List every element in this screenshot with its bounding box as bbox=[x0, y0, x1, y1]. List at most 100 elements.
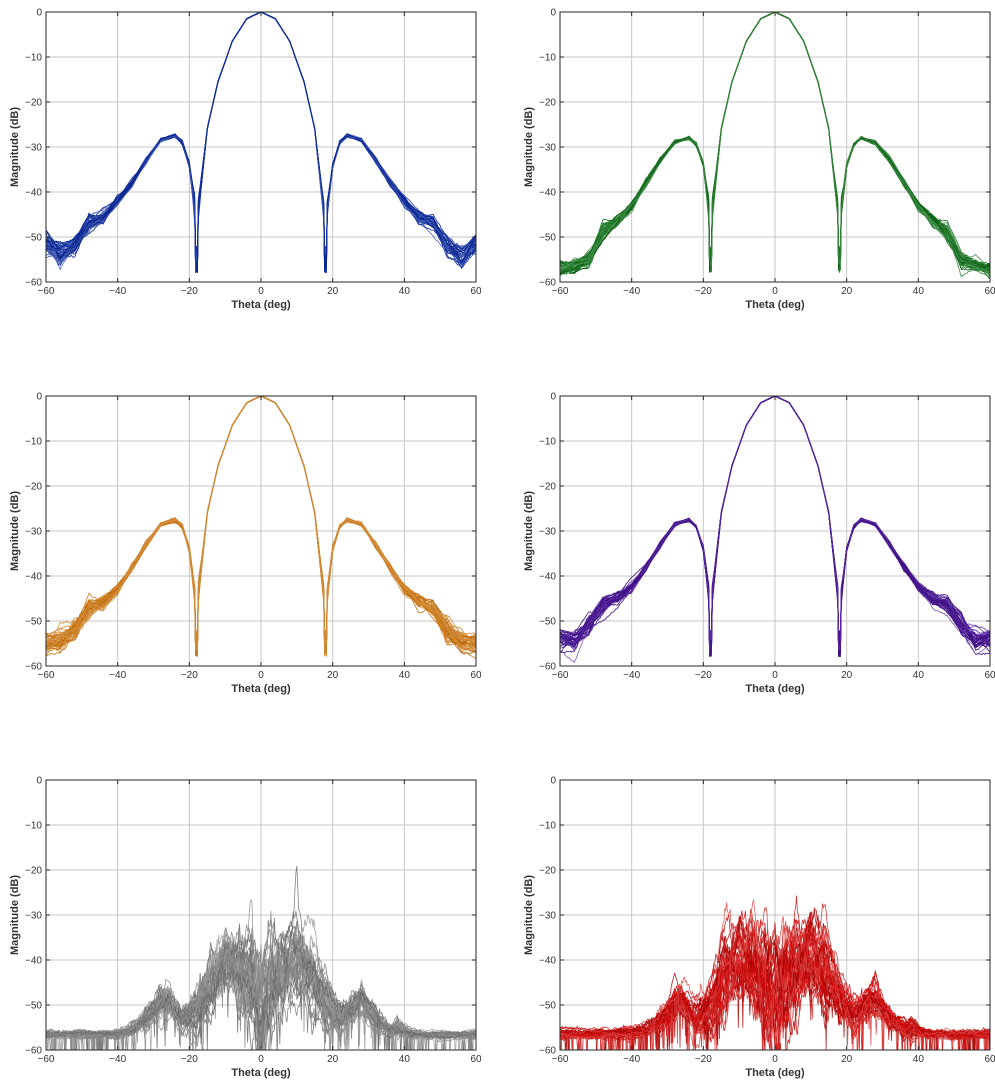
y-tick-label: −10 bbox=[539, 53, 556, 64]
x-tick-label: 40 bbox=[913, 670, 925, 681]
x-tick-label: −60 bbox=[552, 286, 569, 297]
x-tick-label: 0 bbox=[258, 286, 264, 297]
x-tick-label: −40 bbox=[623, 286, 640, 297]
y-tick-label: −10 bbox=[539, 437, 556, 448]
trace-group bbox=[560, 895, 990, 1050]
y-tick-label: −60 bbox=[25, 1046, 42, 1057]
y-tick-label: −50 bbox=[25, 617, 42, 628]
y-tick-label: −20 bbox=[25, 866, 42, 877]
trace-line bbox=[560, 12, 990, 278]
x-axis-label: Theta (deg) bbox=[745, 683, 805, 695]
y-tick-label: −20 bbox=[539, 482, 556, 493]
x-tick-label: −20 bbox=[695, 670, 712, 681]
y-tick-label: −20 bbox=[25, 98, 42, 109]
y-tick-label: −30 bbox=[539, 911, 556, 922]
x-tick-label: −40 bbox=[623, 1054, 640, 1065]
x-tick-label: 0 bbox=[772, 1054, 778, 1065]
y-tick-label: −40 bbox=[539, 956, 556, 967]
trace-line bbox=[560, 915, 990, 1050]
x-tick-label: −40 bbox=[109, 286, 126, 297]
x-tick-label: 60 bbox=[984, 286, 995, 297]
x-tick-label: 40 bbox=[913, 286, 925, 297]
y-axis-label: Magnitude (dB) bbox=[523, 875, 535, 955]
y-tick-label: −20 bbox=[539, 98, 556, 109]
trace-group bbox=[46, 866, 476, 1050]
y-tick-label: −40 bbox=[25, 188, 42, 199]
y-tick-label: −20 bbox=[25, 482, 42, 493]
y-axis-label: Magnitude (dB) bbox=[523, 491, 535, 571]
y-tick-label: −40 bbox=[539, 188, 556, 199]
y-tick-label: 0 bbox=[36, 392, 42, 403]
x-tick-label: −20 bbox=[181, 286, 198, 297]
y-tick-label: −60 bbox=[539, 278, 556, 289]
chart-panel-6: −60 −40 −20 0 20 40 60 0 −10 −20 −30 −40 −50 −60 Theta… bbox=[523, 776, 995, 1080]
x-tick-label: 20 bbox=[841, 1054, 853, 1065]
y-tick-label: −60 bbox=[25, 662, 42, 673]
y-tick-label: −30 bbox=[539, 143, 556, 154]
y-tick-label: −30 bbox=[25, 911, 42, 922]
y-tick-label: 0 bbox=[550, 8, 556, 19]
y-tick-label: 0 bbox=[36, 776, 42, 787]
y-tick-label: −60 bbox=[539, 1046, 556, 1057]
y-tick-label: −50 bbox=[539, 1001, 556, 1012]
y-tick-label: −50 bbox=[539, 617, 556, 628]
x-axis-label: Theta (deg) bbox=[745, 299, 805, 311]
y-tick-label: −50 bbox=[539, 233, 556, 244]
x-tick-label: −20 bbox=[695, 1054, 712, 1065]
y-axis-label: Magnitude (dB) bbox=[523, 107, 535, 187]
y-tick-label: −50 bbox=[25, 1001, 42, 1012]
x-tick-label: 60 bbox=[470, 670, 482, 681]
x-tick-label: 60 bbox=[984, 670, 995, 681]
y-tick-label: 0 bbox=[550, 776, 556, 787]
y-tick-label: −40 bbox=[25, 572, 42, 583]
y-tick-label: −40 bbox=[539, 572, 556, 583]
x-tick-label: 0 bbox=[258, 1054, 264, 1065]
y-tick-label: −20 bbox=[539, 866, 556, 877]
y-tick-label: −60 bbox=[25, 278, 42, 289]
chart-panel-1: −60 −40 −20 0 20 40 60 0 −10 −20 −30 −40 −50 −60 Theta… bbox=[9, 8, 482, 312]
trace-line bbox=[46, 396, 476, 654]
x-tick-label: −20 bbox=[695, 286, 712, 297]
trace-line bbox=[46, 949, 476, 1050]
y-tick-label: 0 bbox=[550, 392, 556, 403]
x-tick-label: 20 bbox=[841, 286, 853, 297]
y-axis-label: Magnitude (dB) bbox=[9, 107, 21, 187]
x-tick-label: −60 bbox=[552, 1054, 569, 1065]
y-tick-label: −40 bbox=[25, 956, 42, 967]
x-tick-label: 20 bbox=[327, 286, 339, 297]
x-tick-label: −40 bbox=[109, 1054, 126, 1065]
x-tick-label: 60 bbox=[470, 1054, 482, 1065]
y-tick-label: −30 bbox=[25, 143, 42, 154]
trace-line bbox=[46, 948, 476, 1050]
x-tick-label: 40 bbox=[399, 1054, 411, 1065]
x-tick-label: −40 bbox=[109, 670, 126, 681]
trace-line bbox=[560, 12, 990, 274]
y-axis-label: Magnitude (dB) bbox=[9, 491, 21, 571]
trace-line bbox=[46, 12, 476, 271]
trace-line bbox=[560, 957, 990, 1050]
x-tick-label: −20 bbox=[181, 670, 198, 681]
y-tick-label: −10 bbox=[539, 821, 556, 832]
x-tick-label: 40 bbox=[399, 670, 411, 681]
x-axis-label: Theta (deg) bbox=[231, 683, 291, 695]
x-tick-label: 40 bbox=[399, 286, 411, 297]
trace-line bbox=[46, 922, 476, 1050]
trace-line bbox=[46, 396, 476, 650]
trace-line bbox=[46, 920, 476, 1050]
trace-line bbox=[560, 915, 990, 1050]
x-tick-label: −60 bbox=[38, 1054, 55, 1065]
y-tick-label: 0 bbox=[36, 8, 42, 19]
trace-line bbox=[560, 396, 990, 656]
x-tick-label: 0 bbox=[772, 670, 778, 681]
trace-line bbox=[46, 934, 476, 1050]
x-axis-label: Theta (deg) bbox=[231, 1067, 291, 1079]
x-tick-label: 20 bbox=[841, 670, 853, 681]
x-tick-label: −60 bbox=[38, 670, 55, 681]
y-tick-label: −30 bbox=[539, 527, 556, 538]
chart-panel-2: −60 −40 −20 0 20 40 60 0 −10 −20 −30 −40 −50 −60 Theta… bbox=[523, 8, 995, 312]
y-tick-label: −10 bbox=[25, 821, 42, 832]
y-tick-label: −60 bbox=[539, 662, 556, 673]
y-tick-label: −10 bbox=[25, 437, 42, 448]
x-tick-label: −20 bbox=[181, 1054, 198, 1065]
